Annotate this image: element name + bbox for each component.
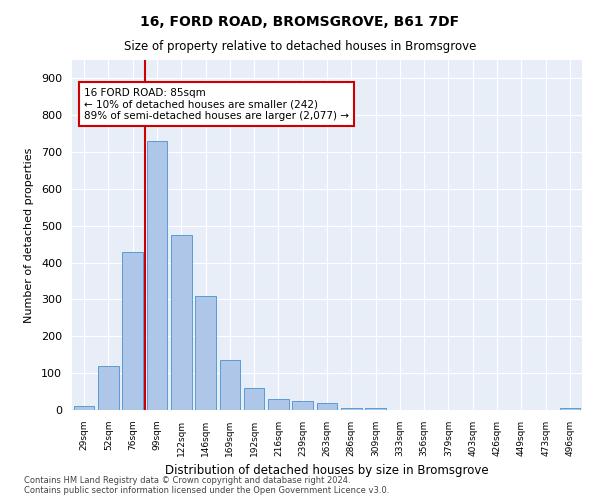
Text: Contains HM Land Registry data © Crown copyright and database right 2024.
Contai: Contains HM Land Registry data © Crown c… <box>24 476 389 495</box>
Bar <box>74 406 94 410</box>
Bar <box>341 408 362 410</box>
Bar <box>365 408 386 410</box>
Bar <box>292 401 313 410</box>
X-axis label: Distribution of detached houses by size in Bromsgrove: Distribution of detached houses by size … <box>165 464 489 477</box>
Bar <box>317 402 337 410</box>
Text: Size of property relative to detached houses in Bromsgrove: Size of property relative to detached ho… <box>124 40 476 53</box>
Bar <box>122 252 143 410</box>
Bar <box>220 360 240 410</box>
Bar <box>560 408 580 410</box>
Bar <box>195 296 216 410</box>
Bar <box>268 399 289 410</box>
Bar <box>171 235 191 410</box>
Bar <box>98 366 119 410</box>
Bar <box>244 388 265 410</box>
Y-axis label: Number of detached properties: Number of detached properties <box>24 148 34 322</box>
Text: 16, FORD ROAD, BROMSGROVE, B61 7DF: 16, FORD ROAD, BROMSGROVE, B61 7DF <box>140 15 460 29</box>
Bar <box>146 141 167 410</box>
Text: 16 FORD ROAD: 85sqm
← 10% of detached houses are smaller (242)
89% of semi-detac: 16 FORD ROAD: 85sqm ← 10% of detached ho… <box>84 88 349 121</box>
